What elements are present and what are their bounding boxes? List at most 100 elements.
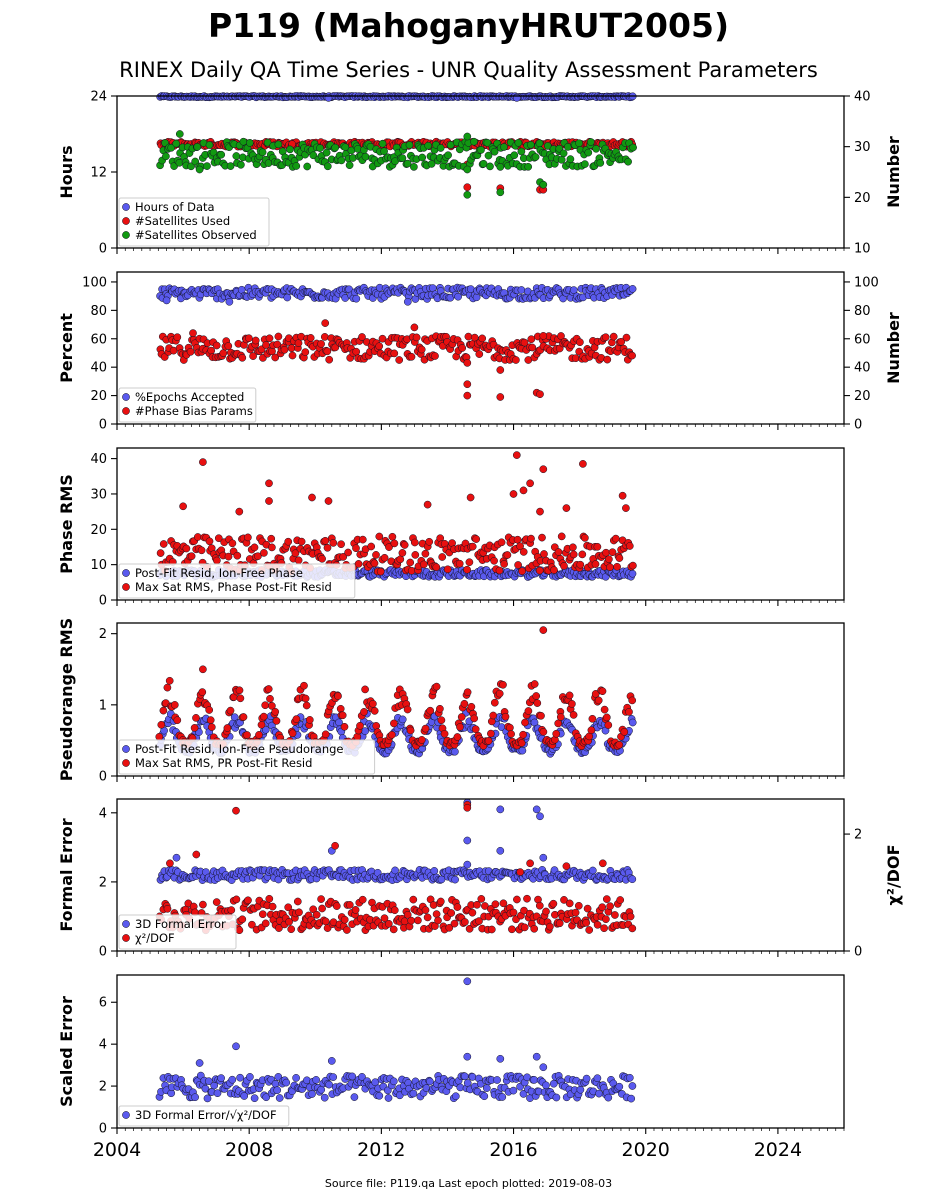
data-point: [261, 701, 270, 710]
data-point: [600, 705, 609, 714]
data-point: [163, 683, 172, 692]
data-point: [628, 1082, 637, 1090]
data-point: [403, 910, 412, 919]
data-point: [375, 532, 384, 541]
data-point: [345, 161, 354, 170]
data-point: [463, 977, 472, 986]
data-point: [550, 566, 558, 574]
data-point: [193, 533, 202, 541]
data-point: [500, 143, 508, 151]
data-point: [195, 1059, 204, 1067]
data-point: [340, 722, 349, 731]
data-point: [370, 559, 379, 568]
data-point: [405, 141, 414, 149]
data-point: [294, 556, 303, 565]
data-point: [451, 1092, 460, 1101]
data-point: [539, 728, 548, 736]
data-point: [274, 140, 283, 149]
data-point: [468, 908, 477, 917]
data-point: [611, 911, 619, 919]
data-point: [217, 150, 226, 159]
data-point: [463, 860, 472, 869]
data-point: [510, 151, 519, 160]
data-point: [228, 1075, 237, 1084]
data-point: [430, 867, 439, 875]
data-point: [421, 549, 430, 558]
data-point: [356, 721, 364, 730]
data-point: [250, 1094, 259, 1103]
data-point: [348, 1072, 357, 1081]
data-point: [239, 713, 248, 721]
data-point: [569, 711, 578, 719]
data-point: [398, 549, 407, 557]
legend-marker: [122, 745, 130, 753]
data-point: [288, 351, 297, 360]
data-point: [495, 566, 504, 575]
data-point: [471, 725, 480, 734]
plot-frame: [116, 974, 845, 1129]
data-point: [294, 339, 303, 347]
data-point: [514, 561, 522, 569]
data-point: [286, 145, 294, 154]
data-point: [584, 148, 593, 157]
x-tick-label: 2020: [622, 1139, 670, 1161]
data-point: [265, 497, 273, 505]
data-point: [361, 685, 369, 694]
data-point: [484, 151, 493, 160]
data-point: [582, 1074, 591, 1083]
data-point: [226, 162, 235, 170]
data-point: [351, 906, 360, 914]
data-point: [409, 1089, 418, 1098]
data-point: [549, 899, 558, 908]
legend-marker: [122, 920, 130, 928]
data-point: [308, 1090, 316, 1098]
data-point: [497, 538, 506, 547]
data-point: [498, 1093, 507, 1101]
data-point: [309, 151, 318, 160]
data-point: [604, 721, 613, 729]
legend: Post-Fit Resid, Ion-Free PseudorangeMax …: [118, 739, 376, 775]
data-point: [317, 340, 325, 348]
data-point: [245, 334, 253, 343]
data-point: [412, 333, 421, 342]
y-tick-label: 1: [99, 698, 107, 713]
data-point: [199, 900, 207, 909]
data-point: [527, 335, 536, 344]
data-point: [517, 147, 526, 156]
data-point: [467, 702, 476, 711]
data-point: [555, 919, 564, 928]
data-point: [496, 1054, 505, 1063]
data-point: [557, 332, 565, 340]
data-point: [275, 1094, 284, 1102]
data-point: [271, 1079, 280, 1088]
data-point: [170, 701, 179, 709]
data-point: [372, 551, 380, 559]
data-point: [626, 912, 635, 921]
legend-marker: [122, 217, 130, 225]
data-point: [288, 729, 297, 738]
legend-box: [118, 739, 376, 775]
data-point: [569, 543, 577, 552]
data-point: [500, 560, 508, 568]
data-point: [539, 1063, 548, 1072]
data-point: [528, 343, 537, 352]
data-point: [251, 336, 260, 345]
data-point: [591, 690, 600, 698]
legend-marker: [122, 203, 130, 211]
data-point: [411, 551, 420, 559]
data-point: [159, 540, 168, 548]
data-point: [426, 1077, 434, 1086]
data-point: [598, 687, 607, 696]
data-point: [520, 923, 529, 932]
data-point: [406, 726, 415, 735]
legend-label: 3D Formal Error/√χ²/DOF: [135, 1108, 277, 1122]
data-point: [465, 924, 474, 933]
data-point: [524, 162, 533, 171]
data-point: [535, 139, 544, 148]
data-point: [458, 344, 467, 352]
data-point: [398, 715, 407, 724]
legend-marker: [122, 1111, 130, 1119]
data-point: [450, 919, 459, 928]
data-point: [538, 533, 546, 542]
